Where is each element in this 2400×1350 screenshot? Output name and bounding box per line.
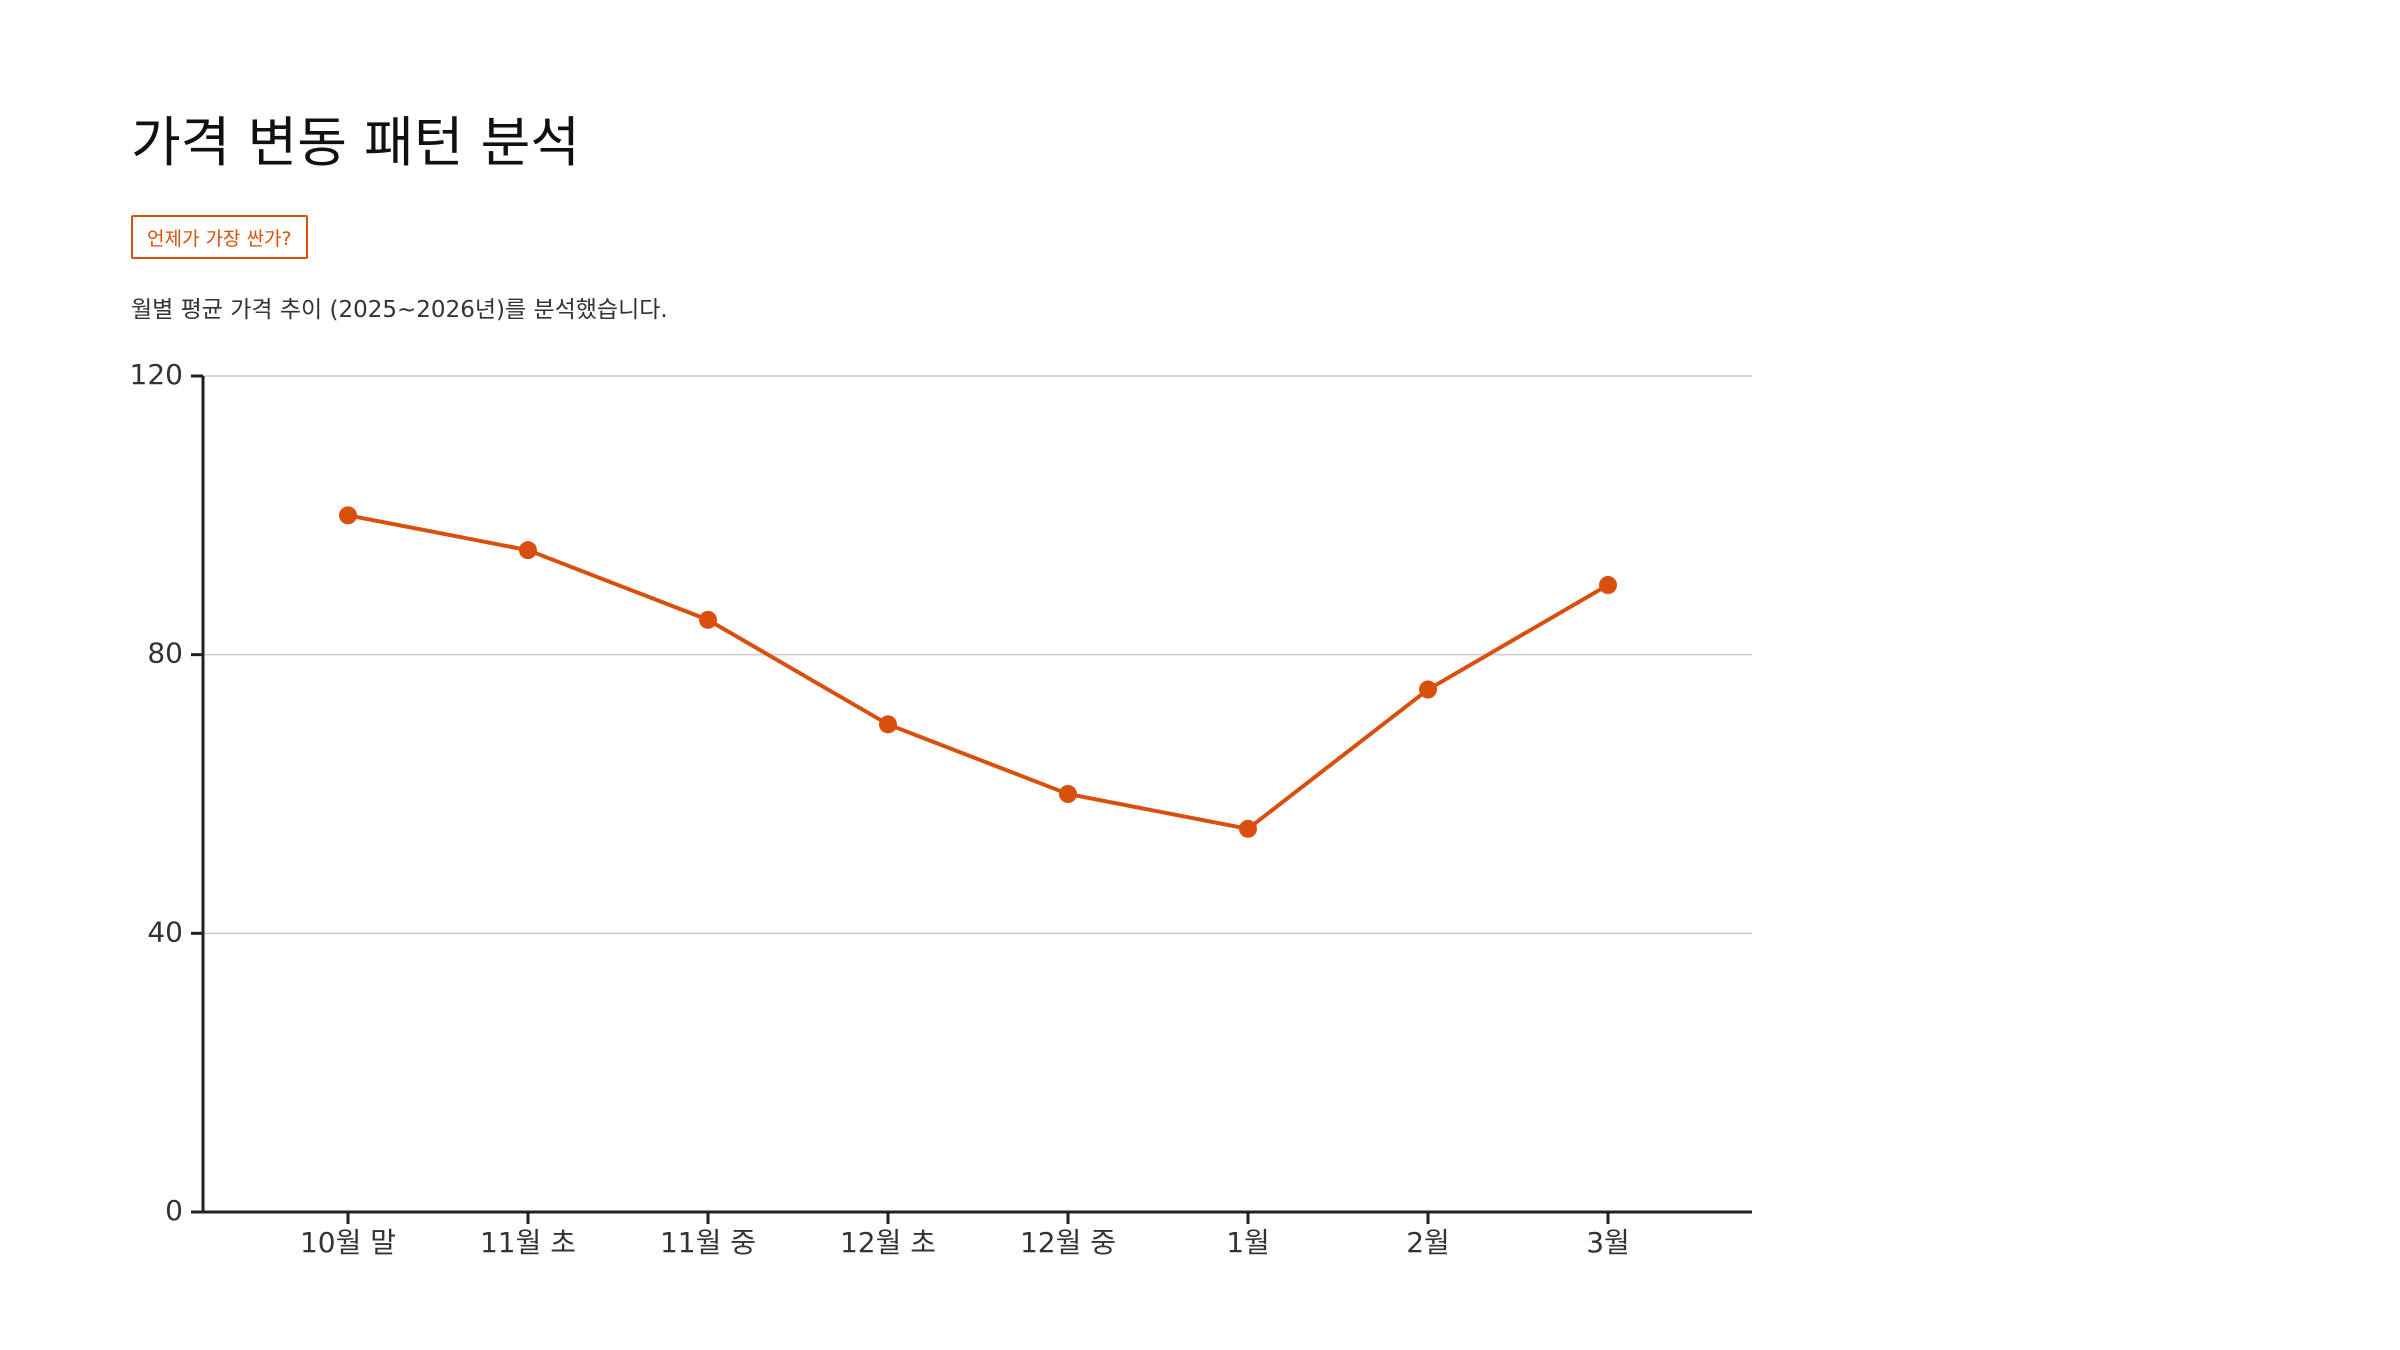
x-tick-label: 12월 초 xyxy=(840,1226,936,1259)
point xyxy=(1059,785,1077,803)
page-title: 가격 변동 패턴 분석 xyxy=(131,111,580,174)
description: 월별 평균 가격 추이 (2025~2026년)를 분석했습니다. xyxy=(131,297,668,323)
x-tick-label: 2월 xyxy=(1406,1226,1450,1259)
point xyxy=(1419,680,1437,699)
point xyxy=(879,715,897,734)
x-tick-label: 3월 xyxy=(1586,1226,1630,1259)
point xyxy=(1239,819,1257,838)
x-tick-label: 11월 초 xyxy=(480,1226,576,1259)
y-tick-label: 40 xyxy=(147,915,183,948)
x-tick-label: 11월 중 xyxy=(660,1226,756,1259)
point xyxy=(1599,576,1617,594)
point xyxy=(339,506,357,525)
x-tick-label: 12월 중 xyxy=(1020,1226,1116,1259)
point xyxy=(699,610,717,629)
y-tick-label: 80 xyxy=(147,637,183,670)
point xyxy=(519,541,537,560)
line xyxy=(347,513,1610,831)
badge: 언제가 가장 싼가? xyxy=(131,215,308,259)
x-tick-label: 1월 xyxy=(1226,1226,1270,1259)
y-tick-label: 0 xyxy=(165,1194,183,1227)
y-tick-label: 120 xyxy=(130,358,183,391)
x-tick-label: 10월 말 xyxy=(300,1226,396,1259)
